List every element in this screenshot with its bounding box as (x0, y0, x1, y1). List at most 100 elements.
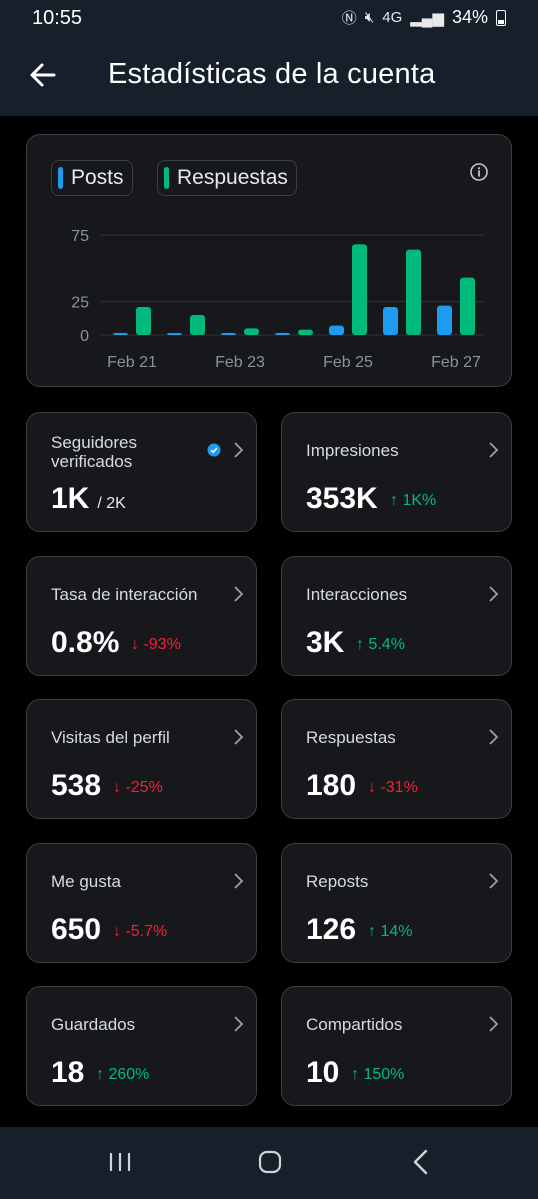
stat-delta: ↑ 1K% (390, 492, 436, 510)
stat-value-text: 126 (306, 913, 357, 946)
recent-apps-icon[interactable] (108, 1151, 132, 1173)
signal-icon: ▂▄▆ (410, 9, 444, 27)
arrow-up-icon: ↑ (356, 636, 369, 653)
stat-value: 126 (306, 913, 356, 947)
bar-posts (383, 307, 398, 335)
stat-delta-text: -5.7% (125, 923, 168, 940)
stat-delta-text: 1K% (402, 492, 437, 509)
bar-replies (406, 249, 421, 335)
y-tick-label: 25 (71, 295, 89, 312)
stat-value: 0.8% (51, 626, 119, 660)
chart-card: 0 25 75 Feb 21 Feb 23 Feb 25 Feb 27 Posts Resp… (26, 134, 512, 387)
y-tick-label: 0 (80, 328, 89, 345)
stat-delta: ↓ -31% (368, 779, 418, 797)
stat-card[interactable]: Me gusta 650 ↓ -5.7% (26, 843, 257, 963)
arrow-up-icon: ↑ (368, 923, 381, 940)
system-nav-bar (0, 1127, 538, 1199)
chevron-right-icon (489, 873, 499, 889)
stat-value: 10 (306, 1056, 339, 1090)
network-type: 4G (382, 9, 403, 26)
bar-chart: 0 25 75 Feb 21 Feb 23 Feb 25 Feb 27 (71, 228, 485, 371)
chevron-right-icon (489, 586, 499, 602)
home-icon[interactable] (258, 1150, 282, 1174)
stat-delta-text: 260% (108, 1066, 150, 1083)
stat-card[interactable]: Tasa de interacción 0.8% ↓ -93% (26, 556, 257, 676)
stat-delta: ↑ 260% (96, 1066, 149, 1084)
stat-label: Guardados (51, 1015, 136, 1034)
stat-value-text: 538 (51, 769, 102, 802)
stat-card[interactable]: Respuestas 180 ↓ -31% (281, 699, 512, 819)
bar-posts (275, 333, 290, 335)
bar-replies (298, 329, 313, 335)
y-tick-label: 75 (71, 228, 89, 245)
stat-delta-text: 150% (363, 1066, 405, 1083)
x-tick-label: Feb 23 (215, 354, 265, 371)
status-bar: 10:55 Ⓝ 🔇︎ 4G ▂▄▆ 34% (0, 0, 538, 38)
stat-delta: ↓ -25% (113, 779, 163, 797)
stat-label: Reposts (306, 872, 369, 891)
stat-label: Respuestas (306, 728, 396, 747)
stat-card[interactable]: Visitas del perfil 538 ↓ -25% (26, 699, 257, 819)
bar-posts (113, 333, 128, 335)
legend-posts-swatch (58, 167, 63, 189)
stat-value: 538 (51, 769, 101, 803)
chevron-right-icon (234, 729, 244, 745)
bar-replies (460, 277, 475, 335)
stat-value: 3K (306, 626, 344, 660)
stat-card[interactable]: Compartidos 10 ↑ 150% (281, 986, 512, 1106)
legend-replies[interactable]: Respuestas (157, 160, 297, 196)
stat-value: 18 (51, 1056, 84, 1090)
stat-value-text: 353K (306, 482, 378, 515)
app-header: Estadísticas de la cuenta (0, 38, 538, 116)
nav-back-icon[interactable] (412, 1149, 430, 1175)
stat-label: Tasa de interacción (51, 585, 198, 604)
stat-sub: / 2K (97, 495, 126, 512)
info-icon[interactable] (469, 162, 489, 182)
chevron-right-icon (489, 729, 499, 745)
stat-card[interactable]: Reposts 126 ↑ 14% (281, 843, 512, 963)
stat-label: Seguidores verificados (51, 433, 138, 471)
bar-posts (167, 333, 182, 335)
stat-delta-text: -31% (380, 779, 418, 796)
stat-card[interactable]: Impresiones 353K ↑ 1K% (281, 412, 512, 532)
stat-label: Impresiones (306, 441, 399, 460)
chevron-right-icon (234, 442, 244, 458)
nfc-icon: Ⓝ (341, 10, 357, 27)
mute-icon: 🔇︎ (364, 9, 375, 26)
stat-value-text: 180 (306, 769, 357, 802)
stat-delta: ↑ 14% (368, 923, 412, 941)
chevron-right-icon (234, 1016, 244, 1032)
stat-card[interactable]: Interacciones 3K ↑ 5.4% (281, 556, 512, 676)
stat-delta: ↑ 5.4% (356, 636, 405, 654)
stat-label: Visitas del perfil (51, 728, 170, 747)
stat-value-text: 10 (306, 1056, 340, 1089)
bar-posts (437, 305, 452, 335)
stat-delta-text: -25% (125, 779, 163, 796)
stat-value: 353K (306, 482, 378, 516)
bar-replies (190, 315, 205, 335)
legend-replies-swatch (164, 167, 169, 189)
stat-value-text: 0.8% (51, 626, 120, 659)
arrow-up-icon: ↑ (351, 1066, 364, 1083)
stat-value: 180 (306, 769, 356, 803)
arrow-up-icon: ↑ (96, 1066, 109, 1083)
legend-posts-label: Posts (71, 166, 124, 189)
page-title: Estadísticas de la cuenta (108, 58, 436, 90)
status-icons: Ⓝ 🔇︎ 4G ▂▄▆ 34% (342, 7, 506, 28)
chevron-right-icon (489, 1016, 499, 1032)
back-arrow-icon[interactable] (28, 60, 58, 90)
chevron-right-icon (234, 873, 244, 889)
x-tick-label: Feb 21 (107, 354, 157, 371)
stat-label: Me gusta (51, 872, 121, 891)
arrow-down-icon: ↓ (113, 779, 126, 796)
status-time: 10:55 (32, 7, 83, 29)
stat-card[interactable]: Guardados 18 ↑ 260% (26, 986, 257, 1106)
stat-delta: ↓ -93% (131, 636, 181, 654)
bar-replies (244, 328, 259, 335)
x-tick-label: Feb 27 (431, 354, 481, 371)
stat-card[interactable]: Seguidores verificados 1K / 2K (26, 412, 257, 532)
legend-posts[interactable]: Posts (51, 160, 133, 196)
stat-delta-text: 14% (380, 923, 413, 940)
arrow-down-icon: ↓ (131, 636, 144, 653)
stat-label: Compartidos (306, 1015, 403, 1034)
